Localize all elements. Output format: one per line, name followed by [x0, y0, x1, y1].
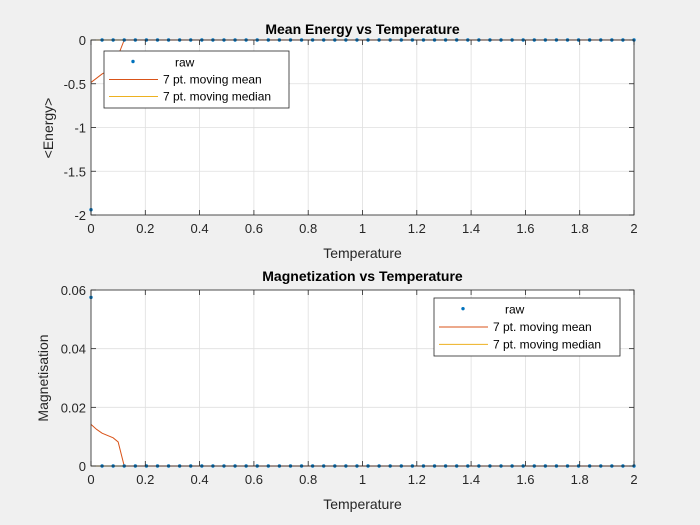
energy-y-tick-label: -0.5	[64, 77, 86, 92]
magnetization-legend-label: 7 pt. moving median	[493, 337, 601, 351]
magnetization-x-tick-label: 1.8	[571, 472, 589, 487]
energy-legend: raw 7 pt. moving mean 7 pt. moving median	[103, 50, 290, 109]
magnetization-x-tick-label: 1.4	[462, 472, 480, 487]
magnetization-x-tick-label: 2	[630, 472, 637, 487]
magnetization-legend-label: raw	[505, 303, 525, 317]
magnetization-y-tick-label: 0	[79, 459, 86, 474]
energy-legend-label: 7 pt. moving median	[163, 90, 271, 104]
energy-x-tick-label: 0.6	[245, 221, 263, 236]
magnetization-chart-title: Magnetization vs Temperature	[262, 268, 463, 284]
energy-y-axis-label: <Energy>	[40, 98, 56, 159]
energy-y-tick-label: -2	[74, 208, 86, 223]
magnetization-x-axis-label: Temperature	[323, 496, 402, 512]
energy-legend-label: raw	[175, 56, 195, 70]
energy-x-tick-label: 1.6	[516, 221, 534, 236]
energy-x-tick-label: 1.8	[571, 221, 589, 236]
magnetization-y-tick-label: 0.04	[61, 342, 86, 357]
energy-x-tick-label: 2	[630, 221, 637, 236]
energy-x-axis-label: Temperature	[323, 245, 402, 261]
energy-x-tick-label: 0.8	[299, 221, 317, 236]
magnetization-legend: raw 7 pt. moving mean 7 pt. moving median	[433, 297, 621, 357]
energy-x-tick-label: 0	[87, 221, 94, 236]
magnetization-y-axis-label: Magnetisation	[35, 334, 51, 421]
magnetization-x-tick-label: 1	[359, 472, 366, 487]
magnetization-x-tick-label: 0	[87, 472, 94, 487]
magnetization-ticks: 0 0.2 0.4 0.6 0.8 1 1.2 1.4 1.6 1.8 2 0 0.02 0.04 0.06	[61, 283, 638, 487]
energy-legend-marker	[131, 59, 135, 64]
magnetization-x-tick-label: 0.4	[191, 472, 209, 487]
energy-chart: 0 0.2 0.4 0.6 0.8 1 1.2 1.4 1.6 1.8 2-2-1.5-1-0.50…	[40, 21, 638, 261]
energy-y-tick-label: -1	[74, 121, 86, 136]
energy-x-tick-label: 0.2	[136, 221, 154, 236]
energy-y-tick-label: 0	[79, 33, 86, 48]
magnetization-chart: 0 0.2 0.4 0.6 0.8 1 1.2 1.4 1.6 1.8 2 0 0.02 0.04 0.06…	[35, 268, 638, 512]
energy-legend-label: 7 pt. moving mean	[163, 73, 262, 87]
magnetization-legend-marker	[461, 306, 465, 311]
magnetization-legend-label: 7 pt. moving mean	[493, 320, 592, 334]
magnetization-y-tick-label: 0.02	[61, 400, 86, 415]
energy-x-tick-label: 0.4	[191, 221, 209, 236]
energy-x-tick-label: 1.4	[462, 221, 480, 236]
magnetization-y-tick-label: 0.06	[61, 283, 86, 298]
magnetization-x-tick-label: 1.6	[516, 472, 534, 487]
magnetization-x-tick-label: 0.8	[299, 472, 317, 487]
energy-ticks: 0 0.2 0.4 0.6 0.8 1 1.2 1.4 1.6 1.8 2 -2 -1.5 -1 -0.5 0	[64, 33, 638, 236]
energy-x-tick-label: 1	[359, 221, 366, 236]
magnetization-x-tick-label: 1.2	[408, 472, 426, 487]
magnetization-x-tick-label: 0.2	[136, 472, 154, 487]
magnetization-x-tick-label: 0.6	[245, 472, 263, 487]
energy-x-tick-label: 1.2	[408, 221, 426, 236]
energy-y-tick-label: -1.5	[64, 164, 86, 179]
energy-chart-title: Mean Energy vs Temperature	[265, 21, 459, 37]
